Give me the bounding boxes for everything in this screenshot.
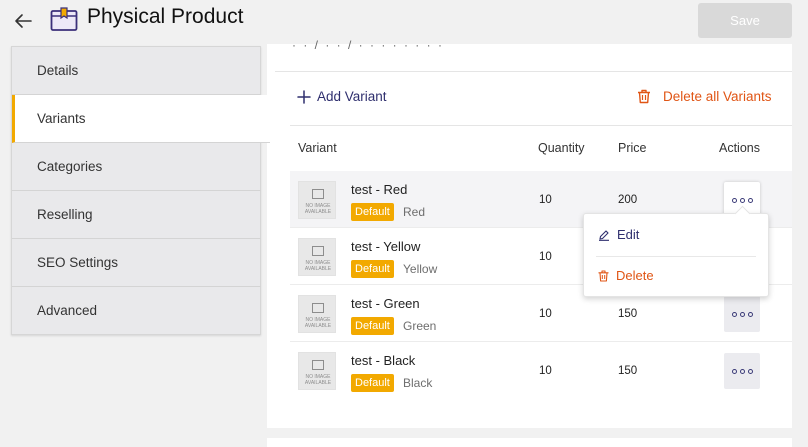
column-header-quantity: Quantity (538, 141, 585, 155)
divider (275, 71, 792, 72)
image-placeholder-icon: NO IMAGE AVAILABLE (298, 295, 336, 333)
no-image-text: NO IMAGE AVAILABLE (304, 374, 332, 386)
variant-name: test - Black (351, 353, 416, 368)
variant-color: Yellow (403, 262, 438, 276)
sidebar-item-seo-settings[interactable]: SEO Settings (12, 239, 261, 287)
arrow-left-icon[interactable] (12, 10, 34, 32)
default-badge: Default (351, 317, 394, 335)
box-icon (50, 7, 78, 31)
edit-label: Edit (617, 227, 640, 242)
column-header-actions: Actions (719, 141, 760, 155)
variant-price: 200 (618, 194, 638, 206)
variant-quantity: 10 (539, 194, 552, 206)
table-row[interactable]: NO IMAGE AVAILABLE test - Green Default … (290, 285, 792, 342)
edit-menu-item[interactable]: Edit (598, 227, 639, 242)
variant-quantity: 10 (539, 365, 552, 377)
default-badge: Default (351, 260, 394, 278)
delete-all-variants-label: Delete all Variants (663, 89, 772, 104)
variant-name: test - Yellow (351, 239, 421, 254)
no-image-text: NO IMAGE AVAILABLE (304, 317, 332, 329)
delete-label: Delete (616, 268, 654, 283)
default-badge: Default (351, 374, 394, 392)
sidebar-item-advanced[interactable]: Advanced (37, 303, 98, 318)
page-title: Physical Product (87, 5, 244, 28)
variant-color: Green (403, 319, 437, 333)
sidebar-item-details[interactable]: Details (12, 47, 261, 95)
pencil-icon (599, 229, 609, 241)
default-badge: Default (351, 203, 394, 221)
no-image-text: NO IMAGE AVAILABLE (304, 260, 332, 272)
next-section-panel (267, 438, 792, 447)
image-placeholder-icon: NO IMAGE AVAILABLE (298, 238, 336, 276)
trash-icon (638, 89, 650, 104)
plus-icon (297, 89, 311, 104)
delete-all-variants-button[interactable]: Delete all Variants (637, 89, 772, 104)
actions-dropdown: Edit Delete (583, 213, 769, 297)
save-button[interactable]: Save (698, 3, 792, 38)
sidebar-item-variants[interactable]: Variants (12, 95, 270, 143)
table-row[interactable]: NO IMAGE AVAILABLE test - Yellow Default… (290, 228, 792, 285)
variant-quantity: 10 (539, 308, 552, 320)
add-variant-button[interactable]: Add Variant (297, 89, 387, 104)
ellipsis-icon[interactable] (724, 296, 760, 332)
sidebar: Details Variants Categories Reselling SE… (11, 46, 270, 335)
table-row[interactable]: NO IMAGE AVAILABLE test - Black Default … (290, 342, 792, 399)
delete-menu-item[interactable]: Delete (598, 268, 654, 283)
cut-off-text: · · / · · / · · · · · · · · (292, 38, 444, 52)
ellipsis-icon[interactable] (724, 353, 760, 389)
page-header: Physical Product Save (0, 0, 808, 44)
variant-name: test - Green (351, 296, 420, 311)
variant-color: Red (403, 205, 426, 219)
divider (290, 125, 792, 126)
variant-quantity: 10 (539, 251, 552, 263)
trash-icon (598, 269, 609, 282)
image-placeholder-icon: NO IMAGE AVAILABLE (298, 352, 336, 390)
column-header-variant: Variant (298, 141, 337, 155)
sidebar-item-reselling[interactable]: Reselling (12, 191, 261, 239)
add-variant-label: Add Variant (317, 89, 387, 104)
variant-price: 150 (618, 308, 638, 320)
column-header-price: Price (618, 141, 647, 155)
variant-color: Black (403, 376, 433, 390)
sidebar-item-categories[interactable]: Categories (12, 143, 261, 191)
divider (596, 256, 756, 257)
image-placeholder-icon: NO IMAGE AVAILABLE (298, 181, 336, 219)
variant-price: 150 (618, 365, 638, 377)
no-image-text: NO IMAGE AVAILABLE (304, 203, 332, 215)
variant-name: test - Red (351, 182, 408, 197)
